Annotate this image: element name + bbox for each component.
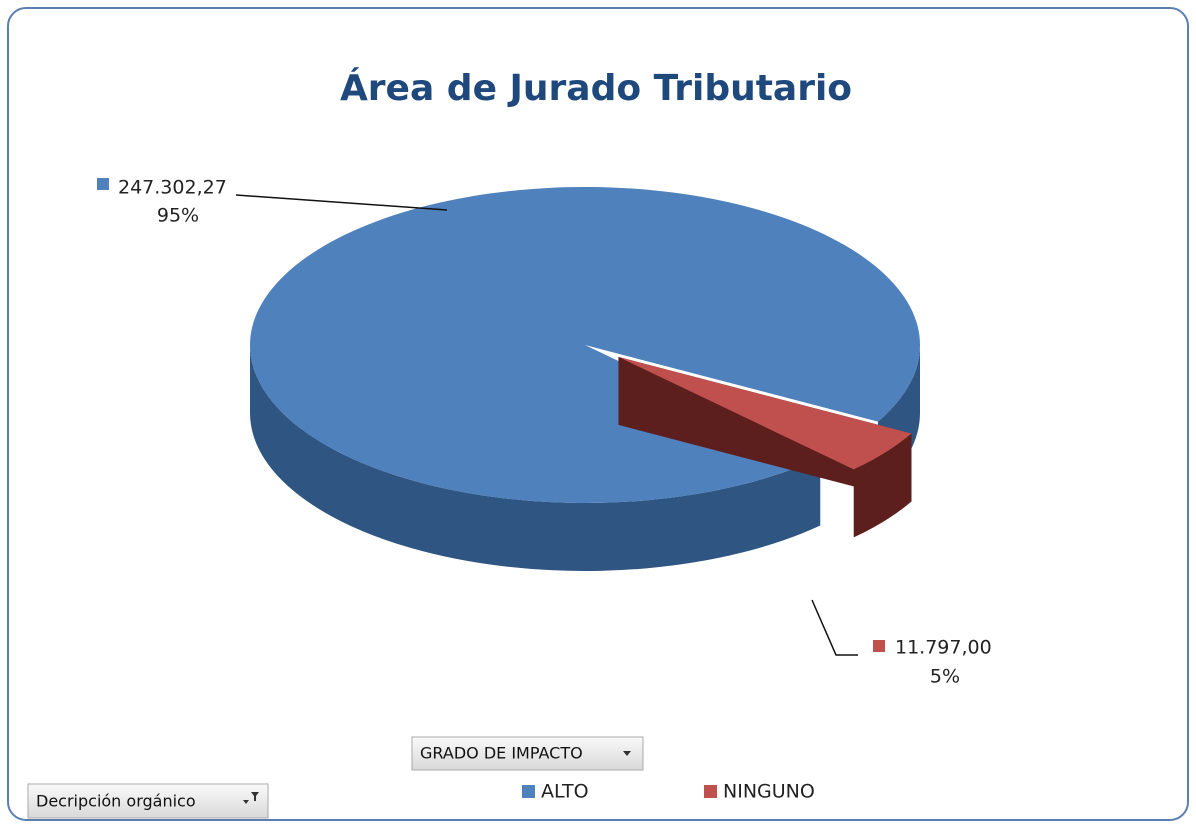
data-label: 11.797,00 xyxy=(895,637,992,659)
label-key xyxy=(97,178,109,190)
legend-label: NINGUNO xyxy=(723,781,815,803)
labels: 247.302,27 95% 11.797,00 5% ALTO NINGUNO xyxy=(97,177,992,803)
legend-label: ALTO xyxy=(541,781,589,803)
slice-side xyxy=(250,345,821,571)
percent-label: 95% xyxy=(157,205,199,227)
leader-line xyxy=(811,599,858,656)
chart-title: Área de Jurado Tributario xyxy=(340,67,852,109)
field-button-label[interactable]: GRADO DE IMPACTO xyxy=(420,744,583,763)
dropdown-arrow[interactable] xyxy=(623,751,631,756)
slice-wall xyxy=(618,356,912,502)
legend-swatch xyxy=(704,785,717,798)
slice xyxy=(250,186,921,504)
percent-label: 5% xyxy=(930,666,960,688)
label-key xyxy=(873,640,885,652)
slice-side xyxy=(853,433,912,538)
pie xyxy=(250,186,921,571)
legend-swatch xyxy=(522,785,535,798)
filter-icon[interactable] xyxy=(243,792,259,804)
data-label: 247.302,27 xyxy=(118,177,227,199)
field-button-label[interactable]: Decripción orgánico xyxy=(36,792,196,811)
leader-line xyxy=(235,194,448,211)
field-button[interactable] xyxy=(27,783,269,819)
field-button[interactable] xyxy=(411,736,644,771)
slice xyxy=(618,356,912,470)
